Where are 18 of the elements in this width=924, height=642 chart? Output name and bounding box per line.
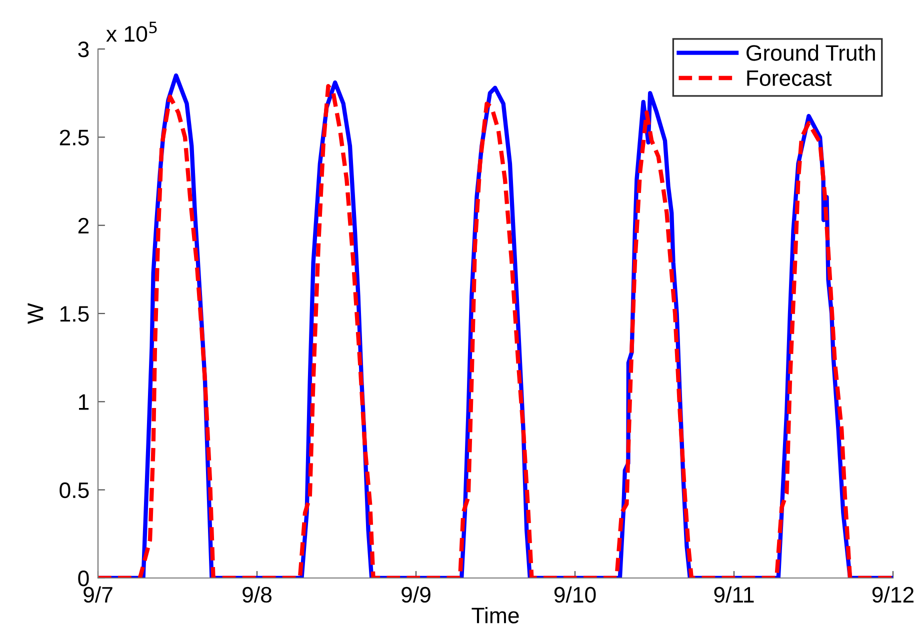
y-tick-label: 3 [78, 42, 89, 58]
x-tick-label: 9/10 [554, 586, 596, 603]
y-tick-label: 1 [79, 394, 89, 410]
y-tick-label: 0 [78, 570, 89, 586]
y-tick-label: 1.5 [60, 306, 89, 322]
x-tick-label: 9/9 [402, 586, 430, 603]
legend-label: Forecast [747, 70, 832, 86]
x-tick-label: 9/7 [84, 586, 112, 603]
x-tick-label: 9/12 [872, 586, 914, 603]
x-axis-title: Time [472, 607, 519, 624]
y-tick-label: 2 [78, 218, 89, 234]
x-tick-label: 9/8 [242, 586, 272, 603]
x-tick-label: 9/11 [714, 586, 754, 603]
y-tick-label: 2.5 [60, 130, 89, 146]
legend-label: Ground Truth [746, 44, 875, 61]
text: x 10$^{5}$ [106, 22, 157, 42]
y-tick-label: 0.5 [60, 482, 89, 498]
y-axis-title: W [28, 303, 44, 324]
